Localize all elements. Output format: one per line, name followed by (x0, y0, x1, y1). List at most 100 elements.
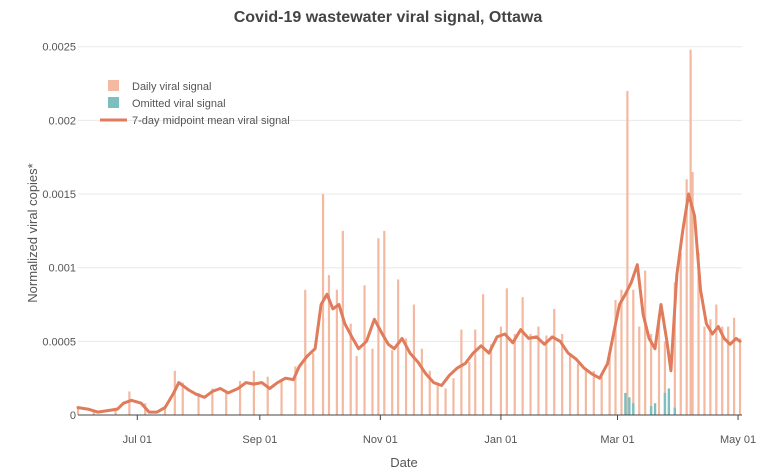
y-tick-label: 0.0025 (42, 42, 76, 54)
bar (355, 356, 358, 415)
bar (537, 326, 540, 415)
bar (638, 326, 641, 415)
bar (600, 376, 603, 415)
bar (197, 392, 200, 415)
bar (238, 381, 242, 415)
bar (397, 279, 400, 415)
bar (294, 366, 297, 415)
bar (327, 275, 331, 415)
bar (252, 370, 255, 415)
bar (628, 397, 631, 415)
bar (349, 323, 352, 415)
bar (436, 382, 439, 415)
mean-line (76, 192, 742, 414)
bar (667, 388, 671, 415)
x-tick-label: Nov 01 (363, 434, 398, 446)
bar (211, 388, 214, 415)
legend-label: Omitted viral signal (132, 98, 226, 110)
bar (727, 326, 730, 415)
bar (482, 294, 485, 415)
legend-swatch (108, 80, 119, 91)
x-tick-label: Jul 01 (123, 434, 152, 446)
bar (304, 289, 307, 415)
bar (505, 288, 508, 415)
bar (335, 289, 338, 415)
bar (404, 338, 408, 415)
omitted-bars-layer (624, 388, 677, 415)
bar (584, 367, 587, 415)
bar (312, 353, 315, 415)
bar (444, 388, 447, 415)
bar (561, 333, 564, 415)
bar (644, 270, 647, 415)
legend: Daily viral signal Omitted viral signal 7-… (100, 80, 290, 127)
bar (624, 392, 627, 415)
x-tick-label: Jan 01 (484, 434, 517, 446)
y-axis-title: Normalized viral copies* (25, 163, 40, 302)
bar (92, 410, 95, 415)
y-tick-label: 0.0005 (42, 336, 76, 348)
bar (521, 297, 524, 415)
bar (225, 392, 228, 415)
bar (545, 335, 548, 415)
bar (529, 333, 532, 415)
bar (266, 376, 269, 415)
bar (499, 326, 503, 415)
legend-label: Daily viral signal (132, 81, 211, 93)
y-tick-label: 0.001 (48, 263, 76, 275)
bar (649, 333, 653, 415)
bar (663, 392, 667, 415)
bar (420, 348, 423, 415)
bar (626, 90, 629, 415)
x-tick-label: Sep 01 (242, 434, 277, 446)
bar (568, 353, 572, 415)
y-tick-label: 0 (70, 410, 76, 422)
bar (673, 407, 677, 415)
bar (321, 194, 325, 415)
bar (732, 317, 736, 415)
bar (685, 179, 688, 415)
legend-swatch (108, 97, 119, 108)
bar (513, 333, 516, 415)
bar (371, 348, 374, 415)
x-tick-label: May 01 (720, 434, 756, 446)
bar (576, 363, 580, 415)
bar (679, 252, 682, 415)
bar (703, 326, 706, 415)
bar (76, 406, 80, 415)
bar (614, 300, 617, 415)
bar (697, 252, 700, 415)
y-tick-label: 0.0015 (42, 189, 76, 201)
x-tick-label: Mar 01 (600, 434, 634, 446)
legend-label: 7-day midpoint mean viral signal (132, 115, 290, 127)
bar (341, 230, 344, 415)
bar (114, 407, 117, 415)
bar (608, 353, 611, 415)
bar (428, 370, 431, 415)
y-tick-label: 0.002 (48, 115, 76, 127)
bar (673, 282, 676, 415)
bar (128, 391, 131, 415)
bar (474, 329, 477, 415)
bar (709, 319, 712, 415)
bar (657, 314, 661, 415)
bar (181, 382, 184, 415)
bar (649, 406, 653, 415)
bar (715, 304, 718, 415)
x-axis-title: Date (390, 455, 417, 470)
bar (489, 344, 493, 415)
bar (383, 230, 386, 415)
bar (721, 326, 724, 415)
bar (691, 171, 694, 415)
bar (452, 378, 455, 415)
bar (689, 49, 692, 416)
bar (280, 379, 283, 415)
bar (653, 403, 657, 415)
grid-layer (78, 46, 742, 342)
bar (553, 308, 556, 415)
bar (163, 406, 167, 415)
bar (620, 289, 623, 415)
bar (468, 361, 471, 415)
